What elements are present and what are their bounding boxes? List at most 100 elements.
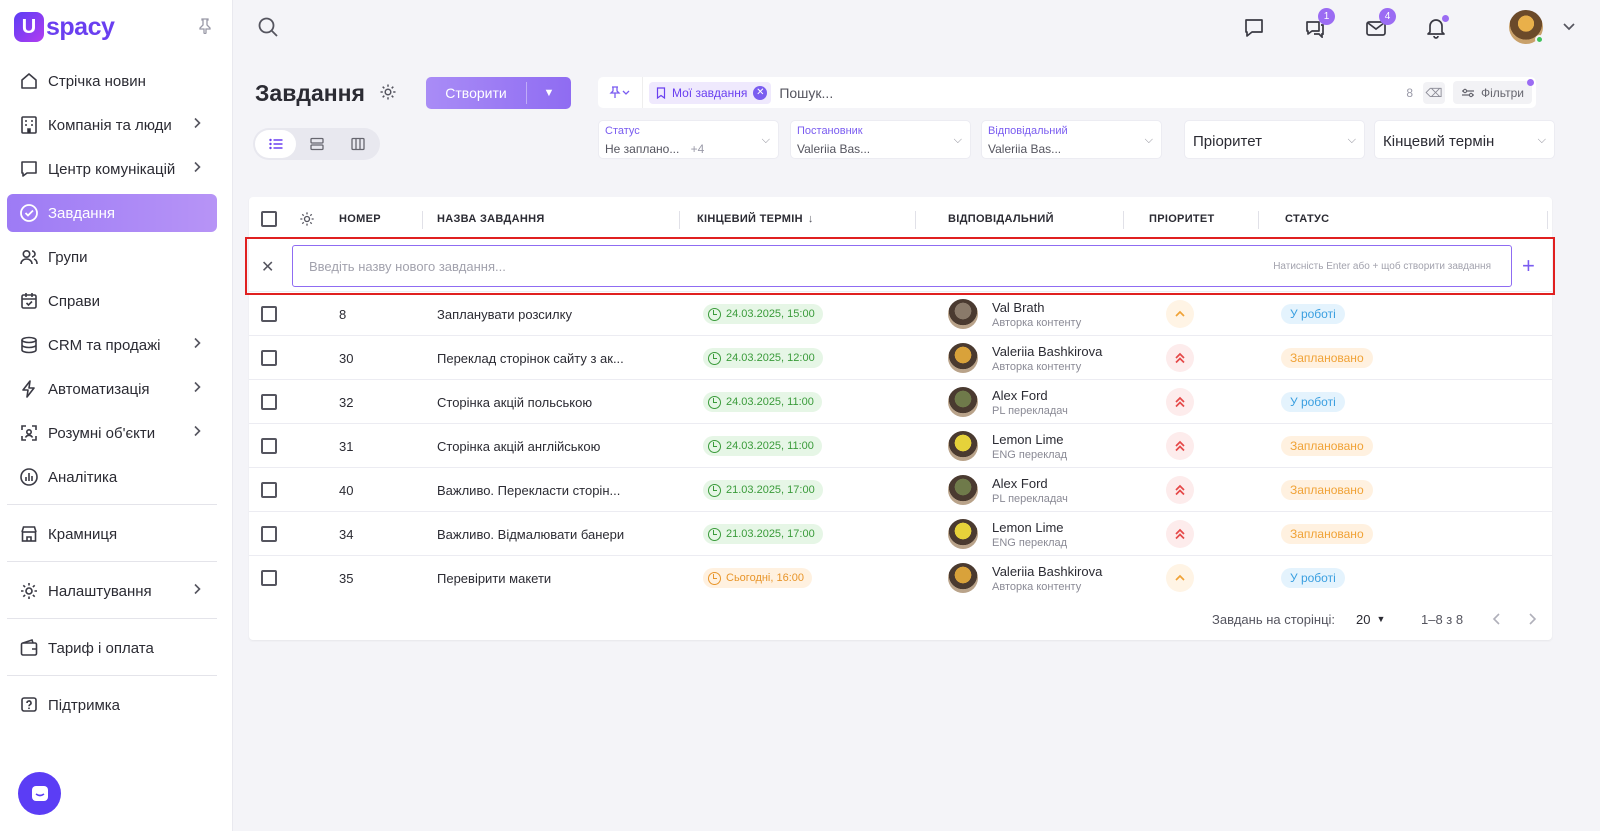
assignee-cell[interactable]: Lemon Lime ENG переклад (948, 512, 1067, 556)
per-page-select[interactable]: 20 ▼ (1356, 611, 1386, 627)
kanban-view-icon[interactable] (337, 130, 378, 158)
assignee-filter[interactable]: Відповідальний Valeriia Bas... ⌵ (981, 120, 1162, 159)
column-assignee[interactable]: ВІДПОВІДАЛЬНИЙ (948, 213, 1054, 225)
search-icon[interactable] (257, 16, 279, 43)
new-task-input[interactable]: Введіть назву нового завдання... Натисні… (292, 245, 1512, 287)
sidebar-item-store[interactable]: Крамниця (7, 515, 217, 553)
assignee-cell[interactable]: Valeriia Bashkirova Авторка контенту (948, 556, 1102, 600)
assignee-cell[interactable]: Val Brath Авторка контенту (948, 292, 1081, 336)
support-chat-button[interactable] (18, 772, 61, 815)
row-checkbox[interactable] (261, 468, 277, 512)
create-task-button[interactable]: Створити ▼ (426, 77, 571, 109)
sidebar-item-database[interactable]: CRM та продажі (7, 326, 217, 364)
task-name[interactable]: Важливо. Відмалювати банери (437, 526, 625, 542)
filter-chip-my-tasks[interactable]: Мої завдання ✕ (649, 81, 772, 104)
bell-icon[interactable] (1423, 15, 1449, 41)
priority-cell[interactable] (1166, 468, 1194, 512)
pin-sidebar-icon[interactable] (198, 18, 212, 37)
mail-icon[interactable]: 4 (1363, 8, 1396, 41)
select-all-checkbox[interactable] (261, 197, 277, 241)
assignee-cell[interactable]: Lemon Lime ENG переклад (948, 424, 1067, 468)
task-name[interactable]: Переклад сторінок сайту з ак... (437, 350, 624, 366)
status-cell[interactable]: Заплановано (1281, 468, 1373, 512)
rows-view-icon[interactable] (296, 130, 337, 158)
row-checkbox[interactable] (261, 424, 277, 468)
assignee-cell[interactable]: Valeriia Bashkirova Авторка контенту (948, 336, 1102, 380)
close-icon[interactable]: ✕ (261, 259, 275, 276)
sidebar-item-home[interactable]: Стрічка новин (7, 62, 217, 100)
table-row[interactable]: 35 Перевірити макети Сьогодні, 16:00 Valeri… (249, 555, 1552, 599)
task-number: 40 (339, 482, 354, 498)
status-cell[interactable]: Заплановано (1281, 512, 1373, 556)
sidebar-item-label: Стрічка новин (48, 72, 146, 90)
table-row[interactable]: 34 Важливо. Відмалювати банери 21.03.2025,… (249, 511, 1552, 555)
priority-cell[interactable] (1166, 380, 1194, 424)
status-cell[interactable]: Заплановано (1281, 424, 1373, 468)
sidebar-item-calendar-check[interactable]: Справи (7, 282, 217, 320)
row-checkbox[interactable] (261, 380, 277, 424)
table-settings-icon[interactable] (299, 197, 315, 241)
column-name[interactable]: НАЗВА ЗАВДАННЯ (437, 213, 545, 225)
status-cell[interactable]: Заплановано (1281, 336, 1373, 380)
priority-cell[interactable] (1166, 556, 1194, 600)
sidebar-item-scan[interactable]: Розумні об'єкти (7, 414, 217, 452)
row-checkbox[interactable] (261, 292, 277, 336)
sidebar-divider (7, 618, 217, 619)
chevron-down-icon[interactable] (1562, 18, 1576, 36)
sidebar-item-check-circle[interactable]: Завдання (7, 194, 217, 232)
row-checkbox[interactable] (261, 512, 277, 556)
prev-page-icon[interactable] (1492, 597, 1502, 641)
priority-cell[interactable] (1166, 292, 1194, 336)
status-filter[interactable]: Статус Не заплано... +4 ⌵ (598, 120, 779, 159)
assignee-cell[interactable]: Alex Ford PL перекладач (948, 468, 1068, 512)
deadline-filter[interactable]: Кінцевий термін ⌵ (1374, 120, 1555, 159)
create-dropdown-icon[interactable]: ▼ (543, 87, 555, 99)
sidebar-item-help[interactable]: Підтримка (7, 686, 217, 724)
gear-icon[interactable] (379, 83, 397, 106)
sidebar-item-wallet[interactable]: Тариф і оплата (7, 629, 217, 667)
status-cell[interactable]: У роботі (1281, 556, 1345, 600)
pinned-filters-icon[interactable] (598, 77, 643, 108)
status-cell[interactable]: У роботі (1281, 380, 1345, 424)
creator-filter[interactable]: Постановник Valeriia Bas... ⌵ (790, 120, 971, 159)
sidebar-item-users[interactable]: Групи (7, 238, 217, 276)
priority-filter[interactable]: Пріоритет ⌵ (1184, 120, 1365, 159)
chats-icon[interactable]: 1 (1302, 8, 1335, 41)
task-name[interactable]: Сторінка акцій англійською (437, 438, 601, 454)
next-page-icon[interactable] (1527, 597, 1537, 641)
row-checkbox[interactable] (261, 556, 277, 600)
table-row[interactable]: 8 Запланувати розсилку 24.03.2025, 15:00 Va… (249, 291, 1552, 335)
task-name[interactable]: Запланувати розсилку (437, 306, 572, 322)
messages-icon[interactable] (1241, 15, 1267, 41)
priority-cell[interactable] (1166, 424, 1194, 468)
add-task-icon[interactable]: + (1522, 253, 1535, 278)
eraser-icon[interactable]: ⌫ (1423, 81, 1446, 104)
priority-cell[interactable] (1166, 336, 1194, 380)
remove-chip-icon[interactable]: ✕ (753, 85, 768, 100)
column-priority[interactable]: ПРІОРИТЕТ (1149, 213, 1215, 225)
search-input[interactable]: Пошук... (779, 84, 834, 101)
task-name[interactable]: Перевірити макети (437, 570, 552, 586)
column-status[interactable]: СТАТУС (1285, 213, 1330, 225)
table-row[interactable]: 31 Сторінка акцій англійською 24.03.2025, … (249, 423, 1552, 467)
table-row[interactable]: 30 Переклад сторінок сайту з ак... 24.03.2… (249, 335, 1552, 379)
list-view-icon[interactable] (255, 130, 296, 158)
sidebar-item-chat[interactable]: Центр комунікацій (7, 150, 217, 188)
row-checkbox[interactable] (261, 336, 277, 380)
user-avatar[interactable] (1509, 10, 1544, 44)
sidebar-item-gear[interactable]: Налаштування (7, 572, 217, 610)
task-name[interactable]: Сторінка акцій польською (437, 394, 593, 410)
assignee-cell[interactable]: Alex Ford PL перекладач (948, 380, 1068, 424)
table-row[interactable]: 32 Сторінка акцій польською 24.03.2025, 11… (249, 379, 1552, 423)
sidebar-item-lightning[interactable]: Автоматизація (7, 370, 217, 408)
task-name[interactable]: Важливо. Перекласти сторін... (437, 482, 621, 498)
status-cell[interactable]: У роботі (1281, 292, 1345, 336)
filters-button[interactable]: Фільтри (1453, 79, 1534, 104)
logo[interactable]: U spacy (14, 10, 115, 44)
sidebar-item-building[interactable]: Компанія та люди (7, 106, 217, 144)
priority-cell[interactable] (1166, 512, 1194, 556)
column-deadline[interactable]: КІНЦЕВИЙ ТЕРМІН ↓ (697, 213, 814, 225)
column-number[interactable]: НОМЕР (339, 213, 381, 225)
sidebar-item-chart[interactable]: Аналітика (7, 458, 217, 496)
table-row[interactable]: 40 Важливо. Перекласти сторін... 21.03.202… (249, 467, 1552, 511)
